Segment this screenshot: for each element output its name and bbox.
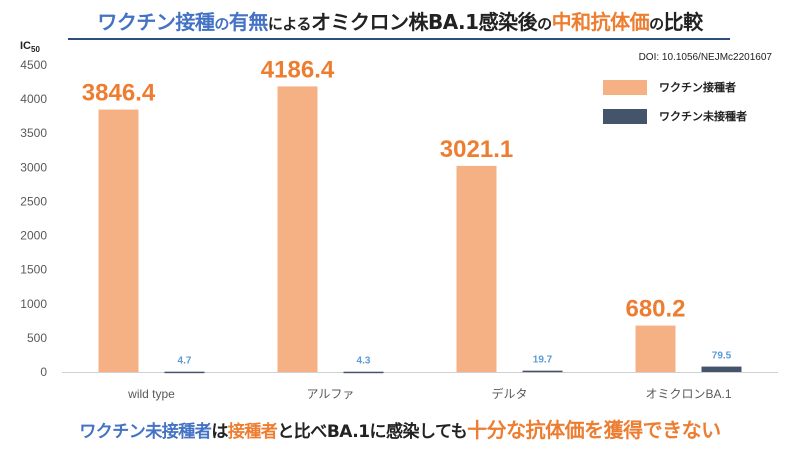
- title-part: 比較: [663, 10, 704, 34]
- caption-part: は: [211, 422, 228, 442]
- title-part: の: [649, 15, 664, 33]
- bar-vaccinated: [98, 109, 139, 373]
- y-tick-label: 2500: [20, 194, 47, 208]
- caption-part: と比べ: [277, 422, 327, 442]
- bar-vaccinated: [635, 325, 676, 372]
- caption-part: 十分な抗体価を獲得できない: [467, 418, 721, 442]
- data-label-vaccinated: 3846.4: [82, 80, 156, 107]
- data-label-vaccinated: 680.2: [625, 296, 685, 323]
- title-underline: [68, 38, 730, 40]
- chart-title: ワクチン接種の有無によるオミクロン株BA.1感染後の中和抗体価の比較: [0, 6, 800, 35]
- y-tick-label: 4000: [20, 92, 47, 106]
- legend-swatch-vaccinated: [603, 79, 647, 95]
- legend-swatch-unvaccinated: [603, 108, 647, 124]
- legend-item-unvaccinated: ワクチン未接種者: [603, 108, 747, 124]
- bar-unvaccinated: [522, 370, 563, 373]
- data-label-vaccinated: 4186.4: [261, 56, 335, 83]
- data-label-unvaccinated: 4.7: [178, 356, 192, 367]
- y-tick-label: 3000: [20, 160, 47, 174]
- y-axis-title: IC50: [20, 40, 40, 54]
- y-tick-label: 4500: [20, 58, 47, 72]
- x-tick-label: オミクロンBA.1: [645, 387, 731, 401]
- y-tick-label: 3500: [20, 126, 47, 140]
- caption-part: 接種者: [227, 422, 278, 442]
- legend-label-vaccinated: ワクチン接種者: [659, 81, 736, 94]
- y-axis-ticks: 0 500 1000 1500 2000 2500 3000 3500 4000 4500: [20, 58, 47, 379]
- doi-label: DOI: 10.1056/NEJMc2201607: [638, 52, 772, 63]
- bar-vaccinated: [456, 165, 497, 372]
- data-label-unvaccinated: 79.5: [712, 351, 732, 362]
- caption-part: しても: [419, 422, 468, 442]
- title-part: の: [537, 15, 552, 33]
- y-tick-label: 2000: [20, 229, 47, 243]
- y-tick-label: 0: [40, 365, 47, 379]
- x-tick-label: アルファ: [307, 387, 355, 401]
- x-tick-label: デルタ: [491, 386, 527, 401]
- title-part: オミクロン株BA.1感染後: [310, 10, 538, 34]
- legend-item-vaccinated: ワクチン接種者: [603, 79, 736, 95]
- data-label-unvaccinated: 19.7: [533, 355, 553, 366]
- data-label-vaccinated: 3021.1: [440, 136, 513, 163]
- x-axis-labels: wild type アルファ デルタ オミクロンBA.1: [127, 386, 732, 401]
- bar-vaccinated: [277, 86, 318, 373]
- title-part: の: [214, 15, 229, 33]
- caption-part: に: [369, 422, 387, 442]
- caption-part: ワクチン未接種者: [79, 422, 212, 442]
- title-part: 中和抗体価: [551, 10, 650, 34]
- bar-unvaccinated: [701, 366, 742, 372]
- y-tick-label: 1500: [20, 263, 47, 277]
- bar-unvaccinated: [164, 371, 205, 374]
- x-tick-label: wild type: [127, 387, 175, 401]
- y-tick-label: 500: [27, 331, 47, 345]
- title-part: による: [267, 15, 312, 33]
- y-axis-title-subscript: 50: [31, 45, 40, 54]
- legend-label-unvaccinated: ワクチン未接種者: [659, 110, 747, 123]
- y-axis-title-main: IC: [20, 40, 31, 52]
- title-part: ワクチン接種: [97, 10, 215, 34]
- title-part: 有無: [228, 10, 269, 34]
- bar-unvaccinated: [343, 371, 384, 374]
- data-label-unvaccinated: 4.3: [357, 356, 371, 367]
- caption-part: 感染: [386, 422, 420, 442]
- bars-group: 3846.4 4.7 4186.4 4.3 3021.1 19.7 680.2 79.5: [82, 56, 742, 374]
- caption-part: BA.1: [326, 422, 370, 442]
- bottom-caption: ワクチン未接種者は接種者と比べBA.1に感染しても十分な抗体価を獲得できない: [0, 414, 800, 443]
- y-tick-label: 1000: [20, 297, 47, 311]
